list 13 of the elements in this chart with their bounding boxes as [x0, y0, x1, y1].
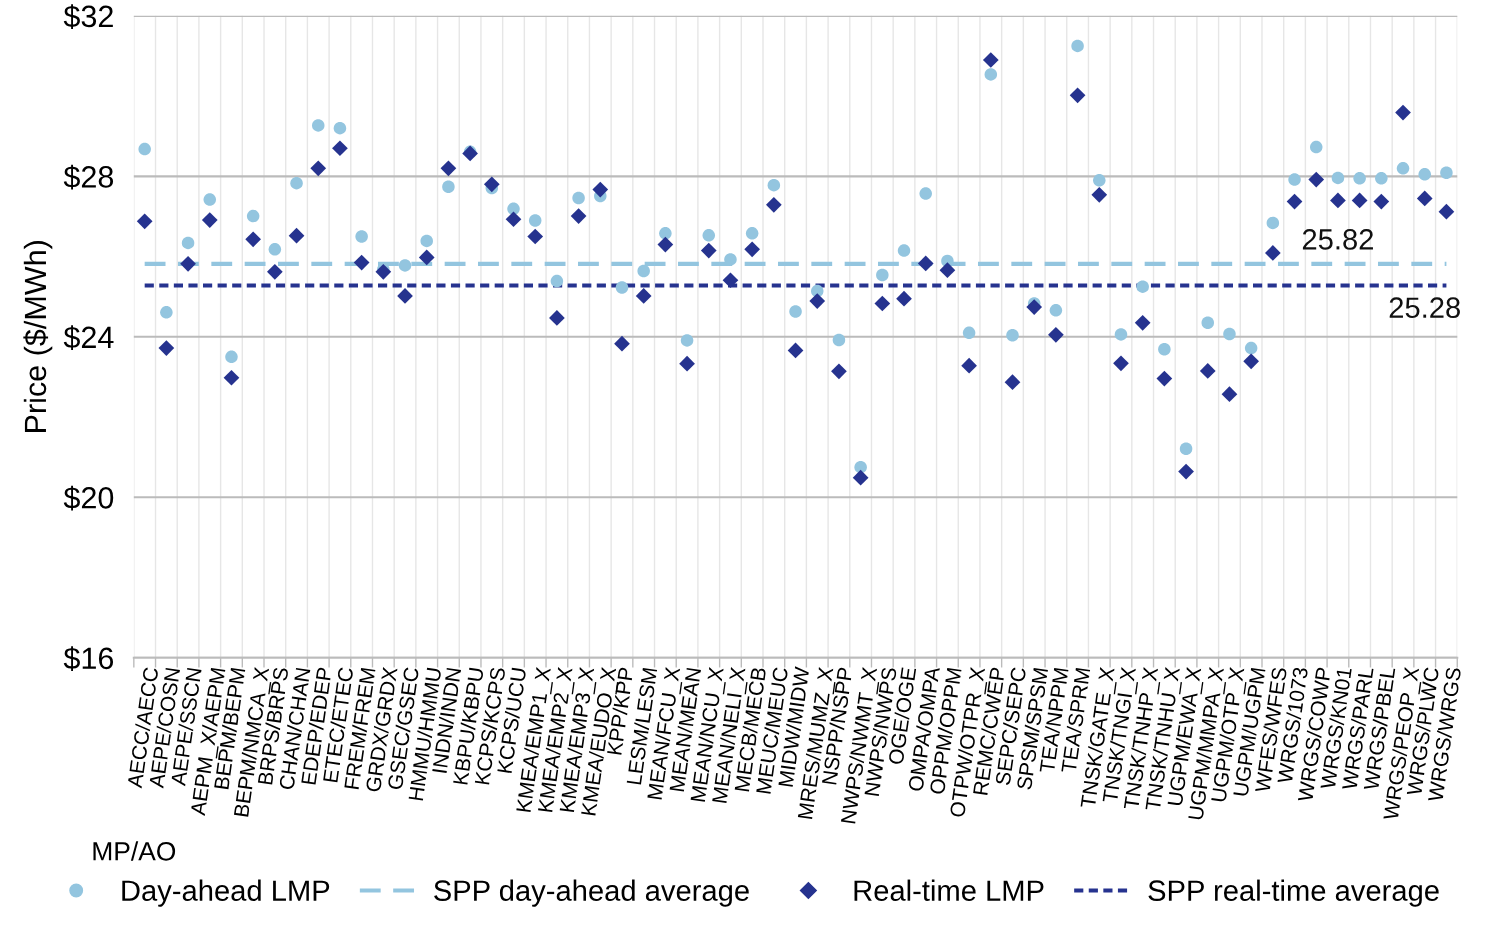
y-axis-title: Price ($/MWh) — [23, 241, 53, 432]
y-tick-label: $32 — [63, 4, 113, 30]
y-tick-label: $20 — [63, 485, 114, 511]
y-tick-label: $28 — [63, 164, 114, 190]
legend-label: SPP real-time average — [1148, 879, 1439, 907]
annotation: 25.28 — [1389, 297, 1460, 318]
legend-label: Real-time LMP — [854, 879, 1044, 901]
legend-label: Day-ahead LMP — [122, 879, 330, 907]
x-axis-title: MP/AO — [93, 841, 176, 861]
legend-label: SPP day-ahead average — [434, 879, 749, 907]
y-tick-label: $16 — [63, 646, 114, 671]
annotation: 25.82 — [1302, 229, 1373, 250]
y-tick-label: $24 — [63, 325, 114, 350]
